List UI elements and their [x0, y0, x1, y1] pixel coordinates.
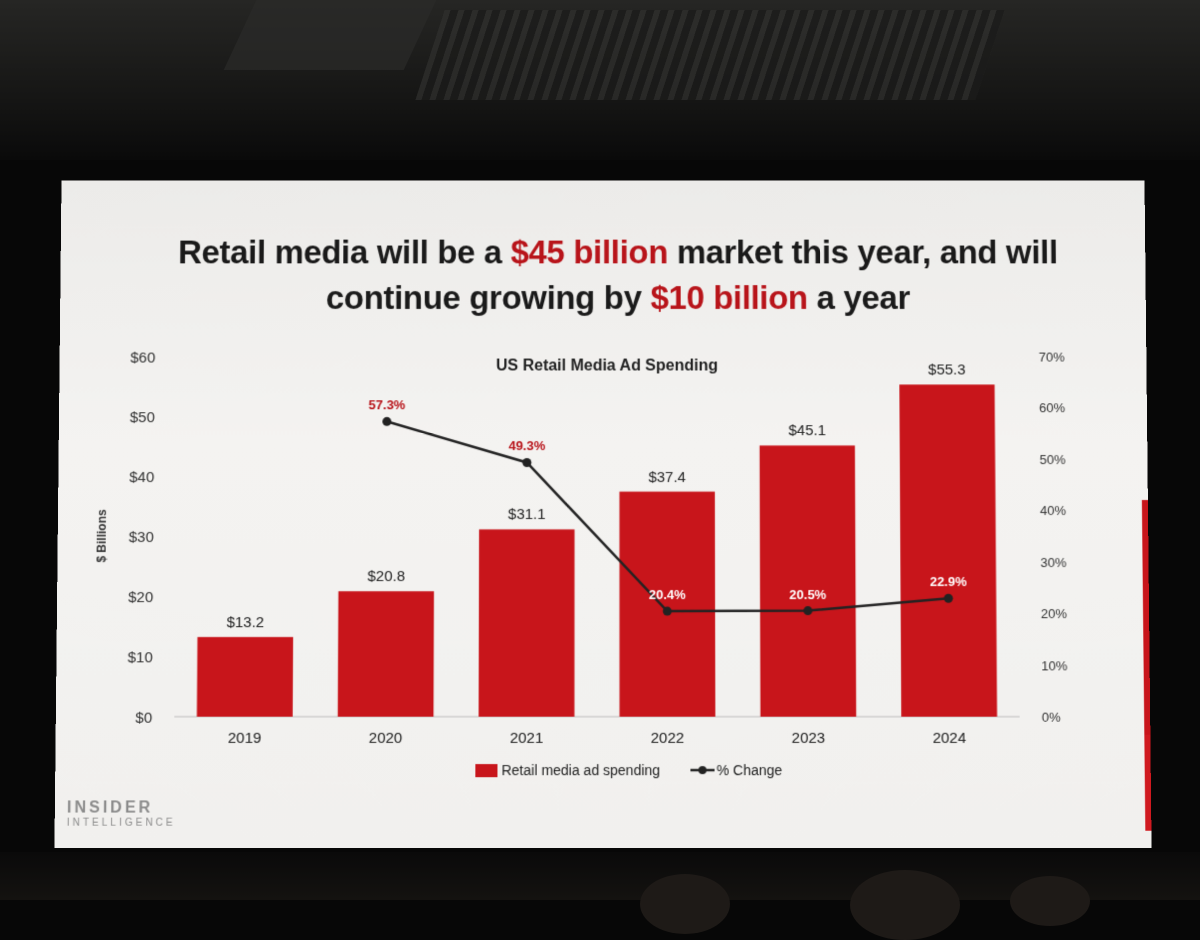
ceiling-vent	[415, 10, 1005, 100]
pct-change-label: 22.9%	[930, 574, 967, 589]
bar-value-label: $13.2	[227, 614, 265, 631]
legend-line-label: % Change	[717, 762, 783, 778]
bar-value-label: $37.4	[648, 469, 686, 486]
bar-value-label: $31.1	[508, 506, 546, 523]
pct-change-point-2022	[662, 606, 672, 616]
bar-value-label: $20.8	[367, 568, 405, 585]
retail-media-chart: US Retail Media Ad Spending $0 $10 $20 $30 $4…	[94, 350, 1068, 779]
audience-head	[850, 870, 960, 940]
y2-tick-label: 30%	[1040, 555, 1067, 570]
y-tick-label: $10	[128, 649, 153, 666]
pct-change-point-2023	[803, 606, 813, 616]
logo-line-1: INSIDER	[66, 799, 154, 817]
y2-tick-label: 70%	[1039, 350, 1066, 365]
x-tick-label: 2022	[651, 730, 685, 747]
bar-2021	[478, 529, 575, 717]
projection-screen: Retail media will be a $45 billion marke…	[54, 180, 1152, 848]
y2-tick-label: 0%	[1042, 710, 1061, 725]
legend-bar-label: Retail media ad spending	[501, 762, 660, 778]
bar-2020	[337, 591, 434, 717]
y-tick-label: $30	[129, 529, 154, 546]
y-tick-label: $60	[130, 350, 155, 367]
pct-change-label: 49.3%	[509, 439, 546, 454]
bar-2023	[759, 445, 857, 717]
ceiling-panel	[223, 0, 437, 70]
pct-change-label: 20.5%	[789, 587, 826, 602]
bar-2019	[196, 637, 294, 717]
y-tick-label: $20	[128, 589, 153, 606]
pct-change-point-2024	[943, 593, 953, 603]
y-axis-label: $ Billions	[94, 509, 109, 563]
pct-change-label: 57.3%	[369, 398, 406, 413]
pct-change-label: 20.4%	[649, 587, 686, 602]
insider-intelligence-logo: INSIDER INTELLIGENCE	[67, 799, 176, 828]
x-tick-label: 2024	[933, 730, 967, 747]
y2-tick-label: 50%	[1039, 452, 1066, 467]
audience-head	[1010, 876, 1090, 926]
bar-value-label: $55.3	[928, 362, 966, 379]
y2-tick-label: 40%	[1040, 503, 1067, 518]
ceiling	[0, 0, 1200, 160]
legend-line-marker	[698, 766, 707, 775]
bar-2022	[619, 491, 716, 717]
y-tick-label: $50	[130, 409, 155, 426]
y-tick-label: $40	[129, 469, 154, 486]
x-tick-label: 2023	[792, 730, 826, 747]
y-tick-label: $0	[135, 710, 152, 727]
pct-change-point-2021	[522, 458, 532, 468]
legend-bar-swatch	[475, 764, 498, 778]
y2-tick-label: 20%	[1041, 606, 1068, 621]
logo-line-2: INTELLIGENCE	[66, 817, 176, 829]
pct-change-point-2020	[383, 417, 393, 427]
audience-silhouettes	[0, 852, 1200, 940]
x-tick-label: 2019	[228, 730, 262, 747]
audience-head	[640, 874, 730, 934]
y2-tick-label: 60%	[1039, 401, 1066, 416]
chart-title: US Retail Media Ad Spending	[496, 358, 718, 375]
x-tick-label: 2020	[369, 730, 403, 747]
bar-value-label: $45.1	[788, 423, 826, 440]
bar-2024	[899, 384, 998, 717]
x-tick-label: 2021	[510, 730, 544, 747]
y2-tick-label: 10%	[1041, 658, 1068, 673]
